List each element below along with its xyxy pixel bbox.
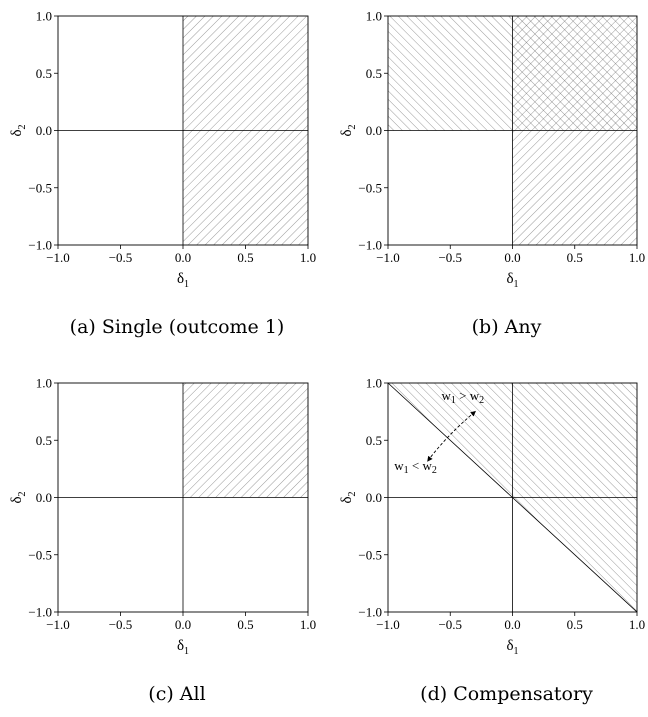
double-arrow [427,410,476,462]
y-tick-label: 1.0 [36,9,52,24]
x-tick-label: −1.0 [46,617,70,632]
x-axis-label: δ1 [177,271,189,290]
y-tick-label: −1.0 [28,238,52,253]
y-axis-label: δ2 [9,124,28,136]
x-tick-label: −1.0 [46,250,70,265]
y-tick-label: 0.5 [36,66,52,81]
y-tick-label: −1.0 [28,605,52,620]
x-axis-label: δ1 [177,638,189,657]
x-tick-label: −0.5 [438,250,462,265]
x-tick-label: −0.5 [438,617,462,632]
panel-caption: (c) All [148,683,205,705]
y-axis-label: δ2 [339,491,358,503]
y-tick-label: 0.5 [366,433,382,448]
panel-caption: (d) Compensatory [420,683,593,705]
panel-caption: (b) Any [472,316,542,338]
panel-caption: (a) Single (outcome 1) [70,316,285,338]
x-tick-label: 0.5 [237,250,253,265]
x-tick-label: 0.0 [504,250,520,265]
x-axis-label: δ1 [506,271,518,290]
x-tick-label: 1.0 [300,617,316,632]
y-tick-label: −1.0 [358,605,382,620]
y-tick-label: 1.0 [36,376,52,391]
y-tick-label: −0.5 [28,547,52,562]
y-tick-label: −0.5 [28,180,52,195]
x-tick-label: 0.0 [175,250,191,265]
y-tick-label: 1.0 [366,9,382,24]
y-tick-label: −0.5 [358,547,382,562]
x-tick-label: 0.5 [237,617,253,632]
x-tick-label: 1.0 [629,250,645,265]
hatched-region [183,130,308,245]
y-axis-label: δ2 [9,491,28,503]
y-tick-label: 0.5 [366,66,382,81]
y-tick-label: 0.0 [366,123,382,138]
x-tick-label: −0.5 [109,617,133,632]
y-tick-label: −1.0 [358,238,382,253]
annotation-label: w1 < w2 [394,458,437,476]
hatched-region [183,383,308,498]
x-tick-label: 0.5 [567,250,583,265]
chart-panel-0: −1.0 −0.5 0.0 0.5 1.0 −1.0 −0.5 0.0 0.5 1.0 δ1 δ2 (a… [9,9,316,339]
y-tick-label: 0.0 [36,490,52,505]
x-tick-label: 1.0 [629,617,645,632]
hatched-region [183,16,308,131]
chart-panel-1: −1.0 −0.5 0.0 0.5 1.0 −1.0 −0.5 0.0 0.5 1.0 δ1 δ2 (b… [339,9,645,339]
y-tick-label: 1.0 [366,376,382,391]
chart-panel-3: −1.0 −0.5 0.0 0.5 1.0 −1.0 −0.5 0.0 0.5 1.0 δ1 δ2 w1… [339,376,645,706]
chart-panel-2: −1.0 −0.5 0.0 0.5 1.0 −1.0 −0.5 0.0 0.5 1.0 δ1 δ2 (c… [9,376,316,706]
y-tick-label: 0.0 [36,123,52,138]
x-axis-label: δ1 [506,638,518,657]
y-tick-label: 0.5 [36,433,52,448]
x-tick-label: 0.5 [567,617,583,632]
x-tick-label: −1.0 [376,617,400,632]
x-tick-label: 1.0 [300,250,316,265]
x-tick-label: −0.5 [109,250,133,265]
y-tick-label: 0.0 [366,490,382,505]
x-tick-label: −1.0 [376,250,400,265]
x-tick-label: 0.0 [504,617,520,632]
x-tick-label: 0.0 [175,617,191,632]
y-axis-label: δ2 [339,124,358,136]
y-tick-label: −0.5 [358,180,382,195]
